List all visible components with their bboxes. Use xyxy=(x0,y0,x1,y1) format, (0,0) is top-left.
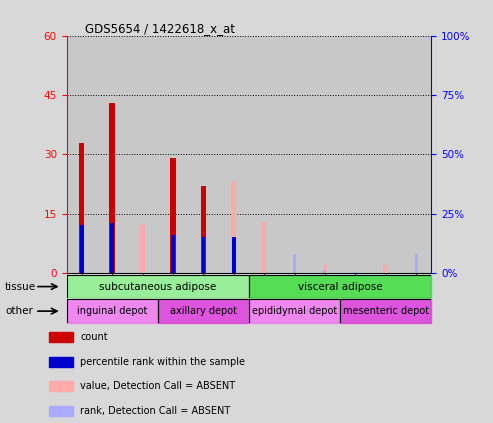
Text: subcutaneous adipose: subcutaneous adipose xyxy=(99,282,216,291)
Bar xyxy=(293,254,296,273)
Bar xyxy=(323,265,327,273)
Bar xyxy=(97,36,127,273)
Bar xyxy=(80,225,84,273)
Text: rank, Detection Call = ABSENT: rank, Detection Call = ABSENT xyxy=(80,406,231,416)
Bar xyxy=(384,265,388,273)
Bar xyxy=(249,275,431,298)
Text: count: count xyxy=(80,332,108,342)
Bar xyxy=(67,36,97,273)
Bar xyxy=(141,225,145,273)
Bar xyxy=(218,36,249,273)
Text: axillary depot: axillary depot xyxy=(170,306,237,316)
Bar xyxy=(310,36,340,273)
Bar xyxy=(48,332,73,342)
Bar xyxy=(48,357,73,367)
Bar xyxy=(249,299,340,323)
Bar xyxy=(415,254,418,273)
Bar xyxy=(67,275,249,298)
Bar xyxy=(158,36,188,273)
Bar xyxy=(371,36,401,273)
Bar xyxy=(201,186,206,273)
Bar xyxy=(109,103,115,273)
Bar xyxy=(127,36,158,273)
Bar xyxy=(170,158,176,273)
Text: mesenteric depot: mesenteric depot xyxy=(343,306,429,316)
Bar xyxy=(401,36,431,273)
Bar xyxy=(340,36,371,273)
Bar xyxy=(158,299,249,323)
Bar xyxy=(48,381,73,391)
Bar xyxy=(171,235,175,273)
Bar xyxy=(232,182,236,273)
Bar xyxy=(249,36,280,273)
Text: percentile rank within the sample: percentile rank within the sample xyxy=(80,357,245,367)
Bar xyxy=(110,223,114,273)
Bar xyxy=(354,272,357,273)
Text: inguinal depot: inguinal depot xyxy=(77,306,147,316)
Bar xyxy=(67,299,158,323)
Text: value, Detection Call = ABSENT: value, Detection Call = ABSENT xyxy=(80,381,235,391)
Bar xyxy=(202,237,205,273)
Text: tissue: tissue xyxy=(5,282,36,291)
Bar xyxy=(79,143,84,273)
Text: visceral adipose: visceral adipose xyxy=(298,282,383,291)
Bar xyxy=(340,299,431,323)
Text: other: other xyxy=(5,306,33,316)
Bar xyxy=(188,36,218,273)
Text: epididymal depot: epididymal depot xyxy=(252,306,337,316)
Bar xyxy=(280,36,310,273)
Bar xyxy=(262,222,266,273)
Bar xyxy=(48,406,73,416)
Bar xyxy=(232,237,236,273)
Bar xyxy=(323,270,326,273)
Text: GDS5654 / 1422618_x_at: GDS5654 / 1422618_x_at xyxy=(85,22,235,35)
